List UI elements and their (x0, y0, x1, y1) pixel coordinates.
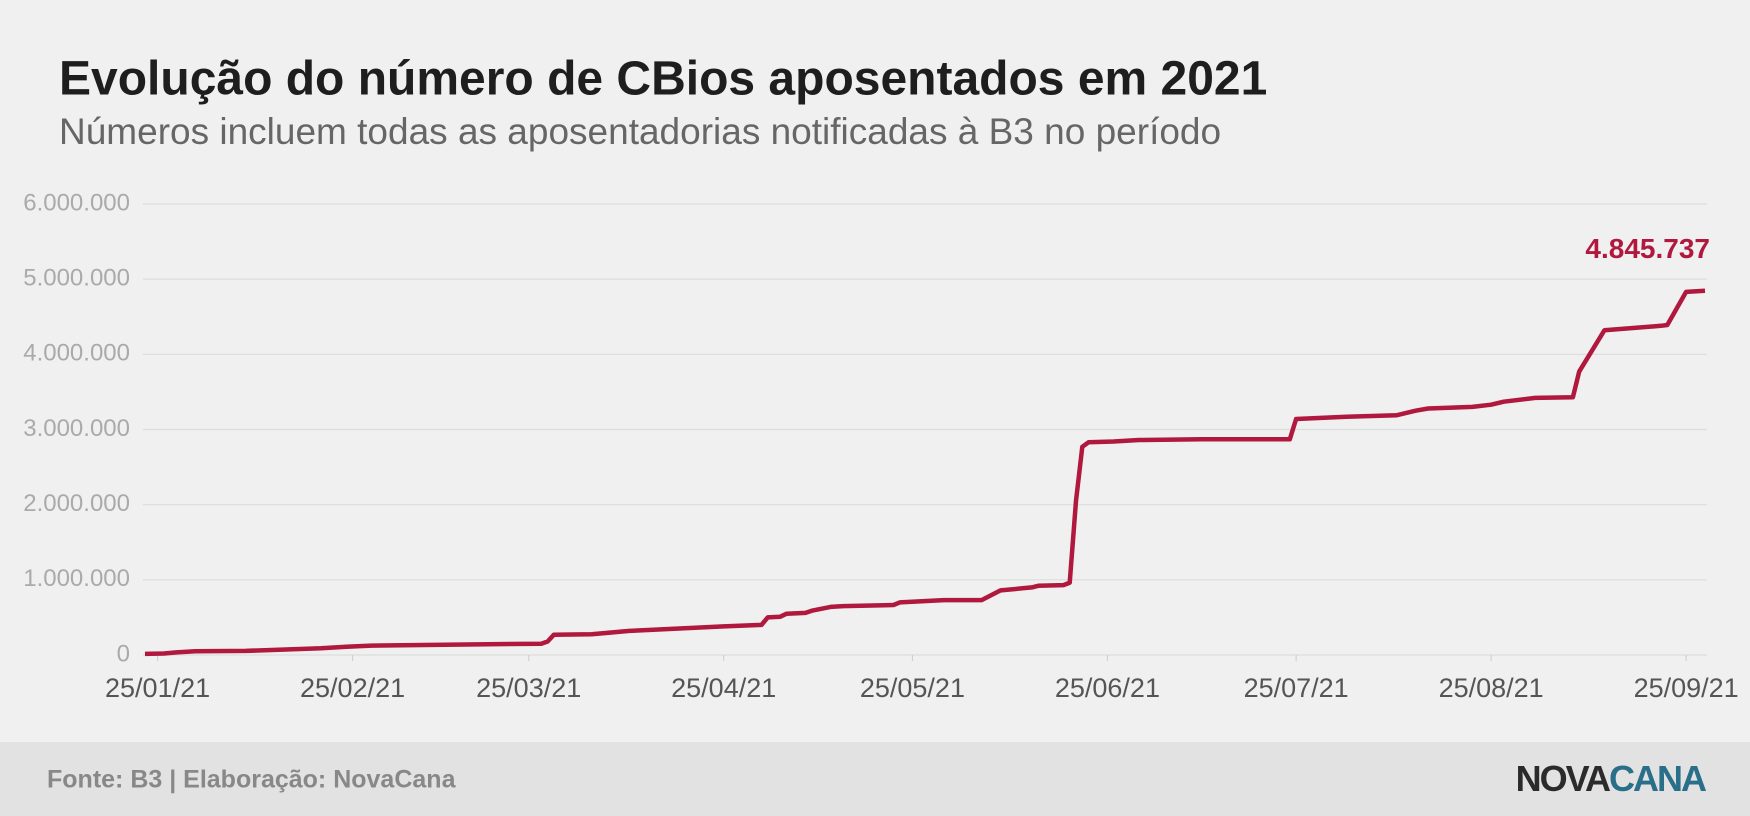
x-tick-label: 25/03/21 (476, 673, 581, 703)
x-tick-label: 25/09/21 (1634, 673, 1739, 703)
y-tick-label: 2.000.000 (23, 490, 130, 517)
chart-subtitle: Números incluem todas as aposentadorias … (59, 111, 1221, 152)
y-tick-label: 4.000.000 (23, 340, 130, 367)
y-tick-label: 3.000.000 (23, 415, 130, 442)
y-tick-label: 6.000.000 (23, 189, 130, 216)
x-tick-label: 25/04/21 (671, 673, 776, 703)
y-tick-label: 5.000.000 (23, 265, 130, 292)
x-tick-label: 25/01/21 (105, 673, 210, 703)
x-tick-label: 25/05/21 (860, 673, 965, 703)
logo: NOVACANA (1516, 758, 1707, 799)
background (0, 0, 1750, 742)
x-tick-label: 25/08/21 (1439, 673, 1544, 703)
logo-part: NOVA (1516, 758, 1611, 799)
y-tick-label: 1.000.000 (23, 565, 130, 592)
data-line (144, 288, 1706, 657)
y-tick-label: 0 (117, 640, 130, 667)
chart-title: Evolução do número de CBios aposentados … (59, 53, 1267, 106)
x-tick-label: 25/06/21 (1055, 673, 1160, 703)
footer-band (0, 742, 1750, 816)
logo-part: CANA (1609, 758, 1707, 799)
source: Fonte: B3 | Elaboração: NovaCana (47, 766, 457, 794)
end-label: 4.845.737 (1585, 233, 1710, 264)
x-tick-label: 25/07/21 (1244, 673, 1349, 703)
x-tick-label: 25/02/21 (300, 673, 405, 703)
